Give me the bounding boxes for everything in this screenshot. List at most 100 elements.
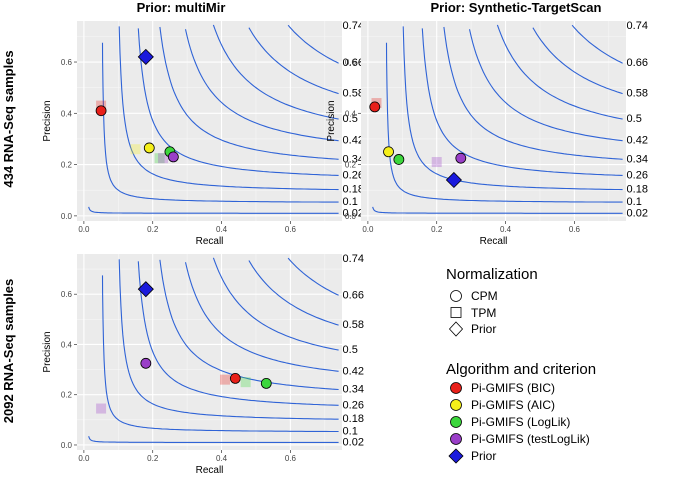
contour-line — [118, 26, 339, 191]
contour-label: 0.74 — [343, 253, 364, 265]
contour-line — [212, 257, 339, 351]
contour-line — [287, 24, 339, 64]
contour-line — [137, 261, 339, 406]
point-pi-gmifs-testloglik-tpm — [96, 403, 107, 414]
legend-aic-swatch — [450, 399, 462, 411]
x-tick-label: 0.4 — [216, 454, 228, 463]
col-title-multimir: Prior: multiMir — [137, 0, 226, 15]
point-pi-gmifs-testloglik-cpm — [140, 357, 152, 369]
x-tick-label: 0.2 — [147, 225, 159, 234]
contour-line — [402, 26, 623, 191]
contour-label: 0.58 — [627, 88, 648, 100]
contour-label: 0.18 — [343, 413, 364, 425]
x-tick-label: 0.4 — [216, 225, 228, 234]
x-axis-label: Recall — [196, 465, 224, 476]
contour-label: 0.26 — [627, 169, 648, 181]
contour-label: 0.02 — [343, 436, 364, 448]
y-axis-label: Precision — [326, 100, 337, 141]
panel-2092-multimir: 0.74 0.66 0.58 0.5 0.42 0.34 0.26 0.180.10.02 0.… — [42, 253, 364, 476]
y-tick-label: 0.0 — [61, 212, 73, 221]
legend-prior-shape-label: Prior — [471, 322, 496, 336]
legend-loglik-swatch — [450, 416, 462, 428]
legend-tpm-square-icon — [450, 307, 462, 318]
contour-line — [184, 29, 339, 142]
point-pi-gmifs-bic-cpm — [229, 372, 241, 384]
contour-label: 0.02 — [343, 207, 364, 219]
contour-label: 0.5 — [343, 113, 358, 125]
legend-normalization-title: Normalization — [446, 266, 538, 283]
contour-label: 0.66 — [343, 289, 364, 301]
row-label-2092: 2092 RNA-Seq samples — [1, 279, 16, 424]
contour-label: 0.26 — [343, 169, 364, 181]
point-pi-gmifs-testloglik-cpm — [167, 151, 179, 163]
contour-line — [532, 27, 623, 95]
contour-line — [101, 42, 339, 203]
x-axis-label: Recall — [196, 236, 224, 247]
legend-tpm-label: TPM — [471, 306, 496, 320]
contour-line — [101, 275, 339, 433]
contour-line — [421, 28, 623, 176]
point-prior-prior — [137, 281, 154, 298]
legend-bic-swatch — [450, 382, 462, 394]
legend-testloglik-swatch — [450, 433, 462, 445]
panel-434-targetscan: 0.740.660.580.50.420.340.260.180.10.020.… — [326, 20, 648, 247]
contour-label: 0.74 — [627, 20, 648, 32]
contour-label: 0.66 — [343, 57, 364, 69]
contour-line — [159, 259, 339, 391]
point-pi-gmifs-bic-tpm — [219, 374, 230, 385]
contour-line — [443, 26, 623, 160]
x-tick-label: 0.0 — [78, 454, 90, 463]
y-tick-label: 0.0 — [345, 212, 357, 221]
contour-line — [248, 260, 339, 326]
x-axis-label: Recall — [480, 236, 508, 247]
point-pi-gmifs-loglik-cpm — [260, 378, 272, 389]
x-tick-label: 0.6 — [285, 225, 297, 234]
legend-algorithm-title: Algorithm and criterion — [446, 361, 596, 378]
y-tick-label: 0.4 — [61, 109, 73, 118]
point-pi-gmifs-testloglik-tpm — [431, 157, 442, 168]
contour-line — [118, 259, 339, 420]
panel-background — [361, 21, 626, 221]
contour-line — [468, 29, 623, 142]
point-pi-gmifs-loglik-tpm — [240, 377, 251, 388]
legend-prior-swatch — [448, 448, 464, 464]
contour-label: 0.42 — [343, 135, 364, 147]
contour-label: 0.02 — [627, 207, 648, 219]
panel-434-multimir: 0.740.660.580.50.420.340.260.180.10.020.… — [42, 20, 364, 247]
point-pi-gmifs-aic-tpm — [130, 144, 141, 155]
x-tick-label: 0.4 — [500, 225, 512, 234]
contour-label: 0.34 — [627, 153, 648, 165]
contour-label: 0.74 — [343, 20, 364, 32]
point-prior-prior — [137, 48, 154, 65]
legend-cpm-label: CPM — [471, 289, 498, 303]
y-tick-label: 0.0 — [61, 441, 73, 450]
contour-label: 0.5 — [627, 113, 642, 125]
contour-label: 0.58 — [343, 319, 364, 331]
contour-label: 0.5 — [343, 344, 358, 356]
contour-label: 0.42 — [343, 365, 364, 377]
y-axis-label: Precision — [42, 100, 53, 141]
contour-line — [88, 436, 339, 443]
legend-aic-label: Pi-GMIFS (AIC) — [471, 398, 555, 412]
contour-label: 0.18 — [343, 184, 364, 196]
y-tick-label: 0.2 — [61, 161, 73, 170]
contour-line — [137, 28, 339, 176]
y-tick-label: 0.6 — [61, 290, 73, 299]
y-tick-label: 0.6 — [61, 58, 73, 67]
x-tick-label: 0.2 — [431, 225, 443, 234]
contour-line — [248, 27, 339, 95]
contour-label: 0.18 — [627, 184, 648, 196]
contour-line — [571, 24, 623, 64]
contour-line — [212, 24, 339, 120]
legend-loglik-label: Pi-GMIFS (LogLik) — [471, 415, 570, 429]
contour-label: 0.42 — [627, 135, 648, 147]
legend-prior-label: Prior — [471, 449, 496, 463]
contour-label: 0.26 — [343, 399, 364, 411]
contour-label: 0.66 — [627, 57, 648, 69]
y-tick-label: 0.4 — [61, 340, 73, 349]
panel-background — [77, 254, 342, 450]
contour-label: 0.34 — [343, 153, 364, 165]
point-pi-gmifs-bic-cpm — [95, 105, 107, 117]
y-tick-label: 0.2 — [345, 161, 357, 170]
point-prior-prior — [445, 171, 462, 189]
